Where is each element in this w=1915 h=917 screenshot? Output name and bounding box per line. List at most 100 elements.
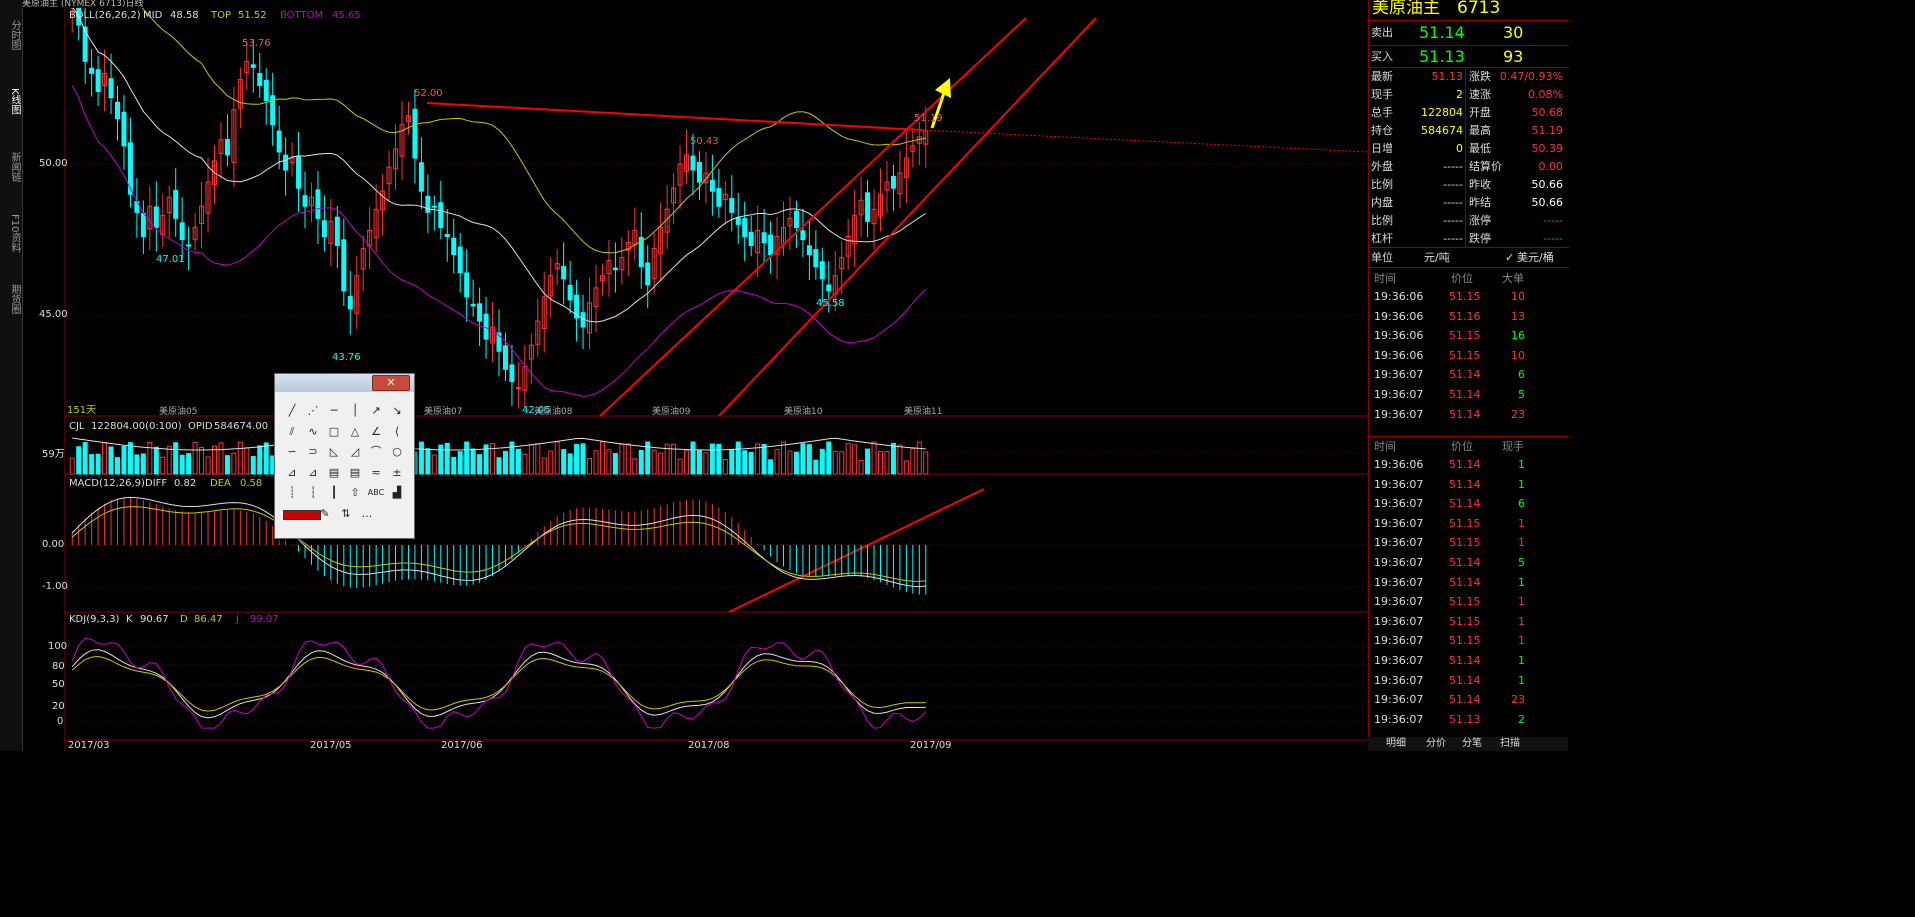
tick-row: 19:36:07 51.14 5	[1369, 386, 1569, 404]
tick-price: 51.14	[1449, 556, 1481, 569]
tick-qty: 23	[1511, 407, 1525, 421]
volume-bar	[774, 449, 780, 475]
volume-bar	[580, 443, 586, 475]
tab-news[interactable]: 新闻链	[9, 152, 20, 182]
instrument-code: 6713	[1457, 0, 1501, 18]
draw-tool-3-4[interactable]: ≂	[371, 465, 381, 479]
tab-f10[interactable]: F10资料	[9, 214, 20, 253]
tick-row: 19:36:07 51.14 1	[1369, 652, 1569, 670]
channel-line-upper	[599, 17, 1027, 417]
tab-futures-circle[interactable]: 期货圈	[9, 284, 20, 314]
candle-body	[405, 115, 411, 123]
draw-tool-1-5[interactable]: ⟨	[394, 424, 400, 438]
candle-body	[535, 320, 541, 345]
volume-bar	[819, 448, 825, 475]
draw-tool-5-0[interactable]	[283, 509, 321, 520]
drawing-toolbox[interactable]: ✕ ╱ ⋰ ─ │ ↗ ↘ ⫽ ∿ □ △ ∠ ⟨ ∽ ⊃ ◺ ◿ ⌒ ○ ⊿ ⊿ ▤ ▤ ≂ ± ┊ ┆ ┃ ⇧ ABC ▟ ✎ ⇅...	[274, 373, 415, 539]
volume-bar	[418, 441, 424, 475]
volume-bar	[735, 441, 741, 475]
draw-tool-0-5[interactable]: ↘	[392, 404, 402, 417]
candle-body	[218, 139, 224, 155]
draw-tool-0-2[interactable]: ─	[330, 404, 338, 417]
tab-detail[interactable]: 明细	[1386, 738, 1406, 749]
draw-tool-1-1[interactable]: ∿	[308, 424, 318, 438]
draw-tool-1-4[interactable]: ∠	[371, 424, 381, 438]
volume-bar	[923, 451, 929, 475]
draw-tool-4-4[interactable]: ABC	[367, 488, 385, 497]
tick-qty: 6	[1518, 497, 1525, 511]
draw-tool-3-5[interactable]: ±	[392, 465, 402, 479]
candle-body	[244, 60, 250, 73]
draw-tool-2-0[interactable]: ∽	[287, 445, 297, 458]
tab-tick[interactable]: 分笔	[1462, 738, 1482, 749]
tick-price: 51.14	[1449, 458, 1481, 471]
draw-tool-4-1[interactable]: ┆	[309, 486, 317, 499]
draw-tool-3-0[interactable]: ⊿	[287, 465, 297, 479]
quote-field-value: 0.08%	[1528, 88, 1563, 101]
draw-tool-0-1[interactable]: ⋰	[307, 404, 319, 417]
candle-body	[496, 332, 502, 352]
draw-tool-0-0[interactable]: ╱	[288, 404, 296, 417]
draw-tool-2-4[interactable]: ⌒	[370, 445, 382, 458]
unit-alt[interactable]: 美元/桶	[1517, 251, 1554, 264]
tab-price-dist[interactable]: 分价	[1426, 738, 1446, 749]
volume-bar	[451, 456, 457, 475]
draw-tool-3-1[interactable]: ⊿	[308, 465, 318, 479]
candle-body	[677, 163, 683, 186]
quote-row: 总手 122804 开盘 50.68	[1369, 104, 1569, 122]
yellow-arrow-shaft	[930, 92, 946, 129]
volume-bar	[781, 441, 787, 475]
tick-time: 19:36:07	[1374, 368, 1424, 382]
draw-tool-4-2[interactable]: ┃	[330, 486, 338, 499]
tab-scan[interactable]: 扫描	[1500, 738, 1520, 749]
tick-header-price: 价位	[1451, 440, 1473, 453]
unit-label: 单位	[1371, 251, 1393, 264]
draw-tool-5-1[interactable]: ✎	[320, 506, 330, 520]
kline-chart[interactable]: 53.76 52.00 50.43 47.01 43.76 42.05 45.58 51.19…	[64, 8, 1368, 751]
candle-body	[554, 263, 560, 269]
tick-price: 51.15	[1449, 516, 1481, 530]
kline-chart-area[interactable]: 53.76 52.00 50.43 47.01 43.76 42.05 45.58 51.19…	[64, 8, 1368, 751]
volume-bar	[612, 453, 618, 475]
draw-tool-3-3[interactable]: ▤	[349, 465, 361, 479]
candle-body	[522, 365, 528, 391]
draw-tool-3-2[interactable]: ▤	[328, 465, 340, 479]
toolbox-close-button[interactable]: ✕	[372, 375, 410, 391]
draw-tool-5-3[interactable]: ...	[361, 506, 373, 520]
volume-bar	[845, 443, 851, 475]
draw-tool-0-3[interactable]: │	[351, 404, 359, 417]
draw-tool-5-2[interactable]: ⇅	[341, 506, 351, 520]
macd-dea-line	[71, 506, 926, 582]
tick-header-qty: 现手	[1502, 440, 1524, 453]
volume-bar	[709, 443, 715, 475]
draw-tool-2-2[interactable]: ◺	[329, 445, 339, 458]
tick-row: 19:36:07 51.14 1	[1369, 476, 1569, 494]
candle-body	[761, 232, 767, 244]
volume-bar	[69, 457, 75, 475]
quote-field-value: -----	[1443, 178, 1463, 191]
draw-tool-1-0[interactable]: ⫽	[289, 424, 295, 438]
draw-tool-4-0[interactable]: ┊	[288, 486, 296, 499]
kdj-j-label: J	[236, 614, 239, 625]
candle-body	[878, 193, 884, 217]
price-annotation: 50.43	[690, 136, 719, 147]
unit-value[interactable]: 元/吨	[1424, 251, 1450, 264]
tick-time: 19:36:06	[1374, 290, 1424, 303]
draw-tool-2-5[interactable]: ○	[392, 445, 402, 458]
tab-kline[interactable]: K线图	[9, 88, 20, 115]
quote-field-label: 杠杆	[1371, 232, 1393, 245]
tick-qty: 23	[1511, 693, 1525, 707]
draw-tool-2-3[interactable]: ◿	[350, 445, 360, 458]
draw-tool-4-3[interactable]: ⇧	[350, 486, 360, 499]
candle-body	[102, 72, 108, 86]
draw-tool-1-3[interactable]: △	[350, 424, 360, 438]
draw-tool-1-2[interactable]: □	[328, 424, 340, 438]
draw-tool-2-1[interactable]: ⊃	[308, 445, 318, 458]
tick-price: 51.14	[1449, 477, 1481, 491]
tick-row: 19:36:06 51.15 10	[1369, 347, 1569, 365]
draw-tool-4-5[interactable]: ▟	[392, 486, 402, 499]
tab-timeshare[interactable]: 分时图	[9, 20, 20, 50]
tick-header-price: 价位	[1451, 272, 1473, 285]
draw-tool-0-4[interactable]: ↗	[371, 404, 381, 417]
candle-body	[186, 244, 192, 247]
